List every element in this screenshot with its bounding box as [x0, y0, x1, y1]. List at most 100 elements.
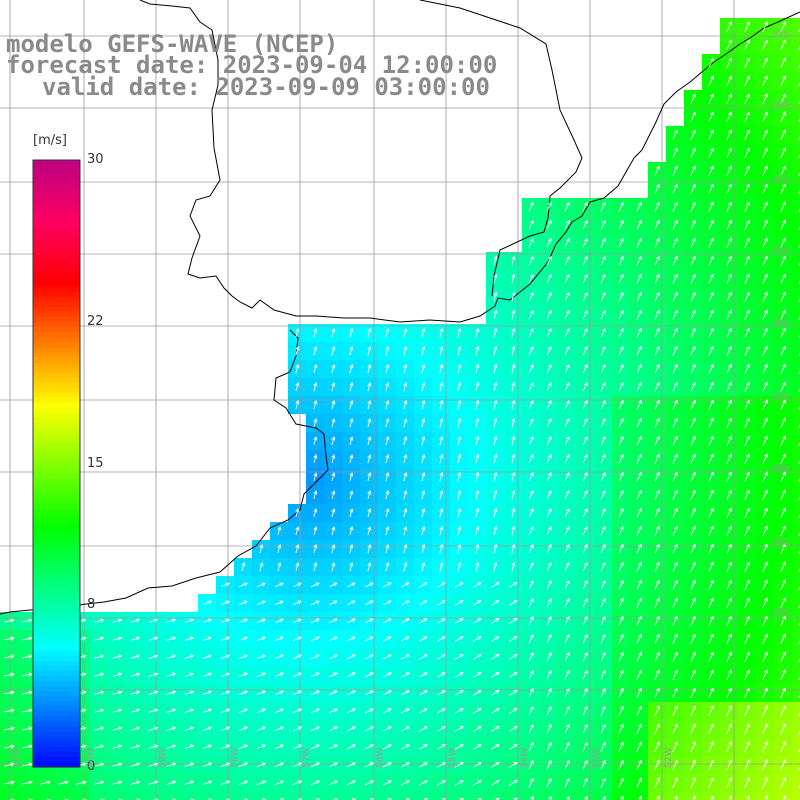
- wind-arrow: [184, 708, 195, 713]
- wind-arrow: [21, 726, 33, 731]
- wind-arrow: [475, 507, 480, 518]
- speed-cell: [54, 792, 72, 800]
- wind-arrow: [528, 490, 534, 500]
- wind-arrow: [708, 633, 714, 644]
- wind-arrow: [403, 489, 408, 500]
- wind-arrow: [780, 57, 787, 69]
- wind-arrow: [436, 690, 446, 696]
- speed-cell: [792, 666, 800, 684]
- wind-arrow: [762, 21, 769, 33]
- wind-arrow: [495, 797, 500, 800]
- wind-arrow: [726, 237, 732, 248]
- wind-arrow: [654, 165, 660, 176]
- wind-arrow: [618, 345, 624, 356]
- wind-arrow: [798, 46, 800, 51]
- colorbar-step: [33, 428, 80, 434]
- wind-arrow: [582, 291, 588, 302]
- wind-arrow: [564, 687, 570, 698]
- wind-arrow: [349, 544, 354, 554]
- wind-arrow: [564, 309, 570, 320]
- wind-arrow: [744, 399, 750, 410]
- wind-arrow: [762, 345, 768, 356]
- colorbar-step: [33, 503, 80, 510]
- wind-arrow: [382, 762, 393, 768]
- wind-arrow: [3, 780, 15, 785]
- wind-arrow: [744, 39, 750, 51]
- wind-arrow: [564, 435, 570, 446]
- wind-arrow: [418, 618, 428, 624]
- wind-arrow: [166, 672, 177, 677]
- wind-arrow: [364, 762, 375, 768]
- wind-arrow: [708, 507, 714, 518]
- wind-arrow: [166, 636, 177, 641]
- speed-cell: [792, 234, 800, 252]
- colorbar-step: [33, 311, 80, 318]
- wind-arrow: [780, 183, 786, 194]
- wind-arrow: [418, 744, 428, 750]
- wind-arrow: [400, 600, 410, 606]
- wind-arrow: [346, 780, 357, 786]
- wind-arrow: [220, 654, 231, 660]
- wind-arrow: [798, 388, 800, 392]
- wind-arrow: [528, 669, 534, 680]
- wind-arrow: [202, 762, 213, 768]
- speed-cell: [792, 270, 800, 288]
- colorbar-step: [33, 306, 80, 313]
- speed-cell: [792, 594, 800, 612]
- wind-arrow: [600, 525, 606, 536]
- wind-arrow: [726, 651, 732, 662]
- speed-cell: [792, 18, 800, 36]
- wind-arrow: [602, 795, 606, 800]
- wind-arrow: [274, 618, 284, 624]
- wind-arrow: [528, 418, 534, 428]
- wind-arrow: [528, 273, 534, 284]
- wind-arrow: [726, 255, 732, 266]
- speed-cell: [792, 630, 800, 648]
- wind-arrow: [295, 544, 300, 554]
- wind-arrow: [508, 779, 518, 787]
- colorbar-step: [33, 529, 80, 535]
- wind-arrow: [511, 507, 516, 518]
- wind-arrow: [744, 309, 750, 320]
- colorbar-step: [33, 640, 80, 647]
- wind-arrow: [546, 723, 552, 734]
- wind-arrow: [274, 726, 285, 732]
- wind-arrow: [654, 417, 660, 428]
- colorbar-step: [33, 281, 80, 288]
- wind-arrow: [726, 669, 732, 680]
- wind-arrow: [439, 525, 444, 536]
- colorbar-step: [33, 321, 80, 328]
- wind-arrow: [726, 39, 732, 51]
- lat-label: 33S: [772, 100, 790, 110]
- colorbar-step: [33, 190, 80, 197]
- wind-arrow: [654, 543, 660, 554]
- wind-arrow: [202, 636, 213, 641]
- speed-cell: [792, 486, 800, 504]
- wind-arrow: [726, 758, 733, 771]
- wind-arrow: [600, 471, 606, 482]
- wind-arrow: [672, 237, 678, 248]
- wind-arrow: [546, 255, 552, 266]
- wind-arrow: [528, 472, 534, 482]
- wind-arrow: [439, 327, 444, 338]
- wind-arrow: [798, 208, 800, 212]
- wind-arrow: [654, 597, 660, 608]
- wind-arrow: [564, 219, 570, 230]
- wind-arrow: [582, 417, 588, 428]
- wind-arrow: [184, 672, 195, 677]
- wind-arrow: [364, 690, 374, 696]
- wind-arrow: [654, 237, 660, 248]
- wind-arrow: [546, 345, 552, 356]
- wind-arrow: [472, 690, 482, 696]
- wind-arrow: [277, 544, 282, 554]
- wind-arrow: [295, 508, 300, 518]
- wind-arrow: [636, 687, 642, 698]
- wind-arrow: [436, 618, 446, 624]
- wind-arrow: [112, 618, 123, 623]
- wind-arrow: [184, 654, 195, 659]
- wind-arrow: [472, 744, 482, 750]
- wind-arrow: [762, 507, 768, 518]
- wind-arrow: [798, 712, 800, 717]
- wind-arrow: [4, 654, 15, 659]
- wind-arrow: [618, 309, 624, 320]
